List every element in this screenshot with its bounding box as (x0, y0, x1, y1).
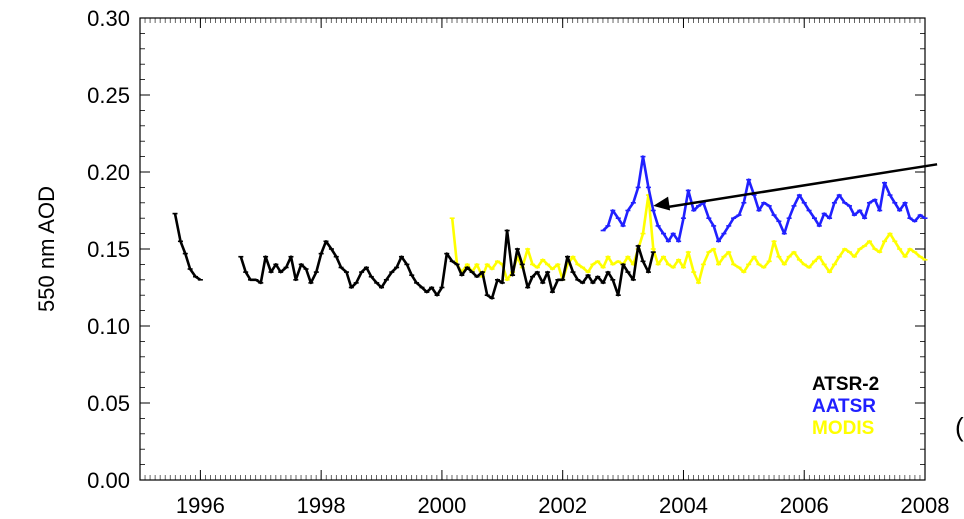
y-tick-label: 0.20 (87, 160, 130, 185)
plot-frame (139, 17, 926, 481)
series-line-atsr-2 (173, 213, 202, 281)
annotation-arrow-shaft (665, 163, 938, 209)
x-tick-label: 1998 (297, 493, 346, 518)
x-tick-label: 2006 (780, 493, 829, 518)
y-tick-label: 0.25 (87, 83, 130, 108)
x-tick-label: 2008 (901, 493, 950, 518)
y-tick-label: 0.05 (87, 391, 130, 416)
y-tick-label: 0.30 (87, 6, 130, 31)
x-tick-label: 1996 (176, 493, 225, 518)
legend-entry: AATSR (812, 396, 876, 417)
stray-glyph: ( (955, 412, 964, 442)
legend-entry: ATSR-2 (812, 374, 879, 395)
x-tick-label: 2002 (538, 493, 587, 518)
legend-entry: MODIS (812, 418, 874, 439)
x-tick-label: 2000 (417, 493, 466, 518)
y-tick-label: 0.15 (87, 237, 130, 262)
y-tick-label: 0.00 (87, 468, 130, 493)
x-tick-label: 2004 (659, 493, 708, 518)
y-axis-label: 550 nm AOD (34, 186, 59, 312)
series-group (172, 155, 928, 300)
annotation-arrow-head (653, 196, 671, 211)
y-tick-label: 0.10 (87, 314, 130, 339)
annotation-group (653, 163, 938, 211)
plot-axes: 0.00 0.05 0.10 0.15 0.20 0.25 0.30 1996 1998 2000… (34, 6, 949, 518)
